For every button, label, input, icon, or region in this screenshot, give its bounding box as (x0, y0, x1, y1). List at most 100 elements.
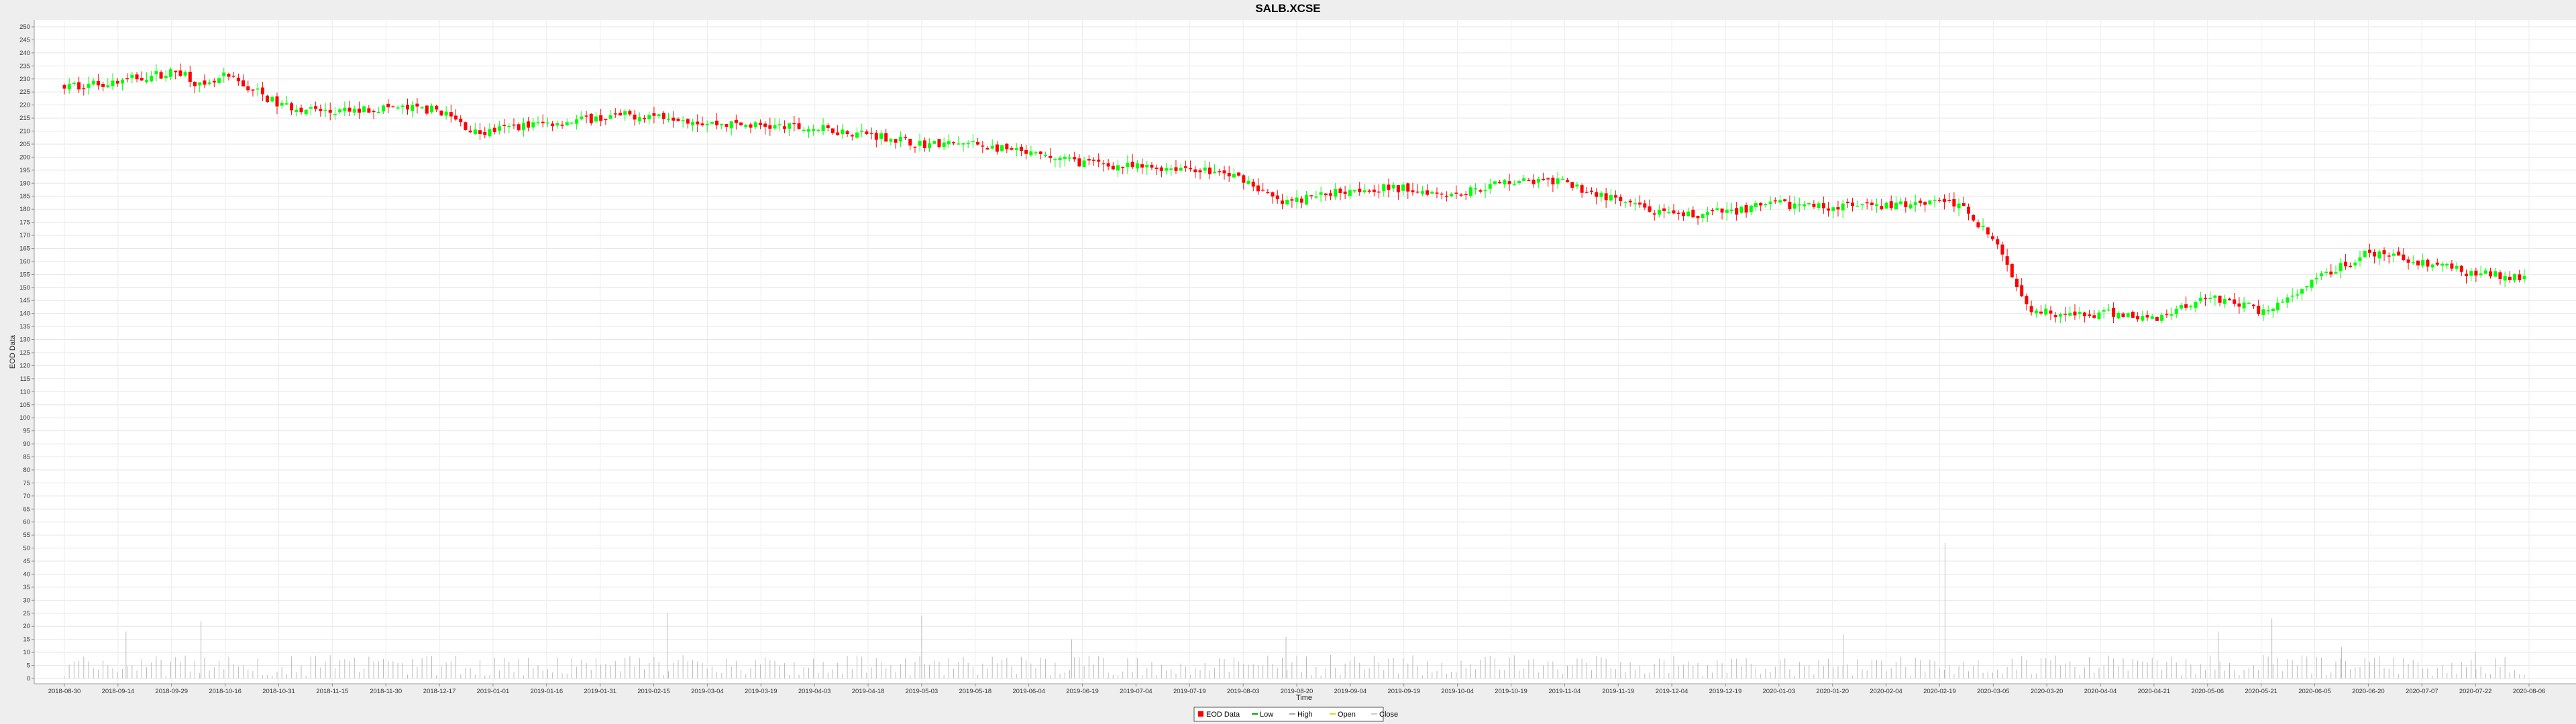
candle-body (1358, 188, 1362, 192)
candle-body (812, 129, 816, 131)
y-tick-label: 170 (19, 232, 30, 239)
candle-body (159, 72, 163, 79)
candle-series (62, 63, 2526, 324)
candle-body (1130, 162, 1134, 168)
candle-body (1609, 195, 1613, 201)
candle-body (898, 136, 902, 142)
candle-body (1266, 192, 1270, 193)
candle-body (2073, 311, 2077, 316)
candle-body (1792, 203, 1796, 209)
candle-body (1024, 149, 1028, 154)
candle-body (217, 78, 221, 83)
gridlines (34, 20, 2576, 684)
legend-label: High (1297, 711, 1313, 719)
x-tick-label: 2019-01-01 (477, 688, 510, 695)
candle-body (1870, 202, 1874, 205)
candle-body (512, 124, 516, 126)
candle-body (2208, 298, 2212, 300)
candle-body (1174, 167, 1178, 171)
candle-body (681, 120, 685, 121)
y-tick-label: 85 (23, 454, 30, 461)
x-axis: 2018-08-30 2018-09-14 2018-09-29 2018-10-16… (48, 684, 2545, 695)
candle-body (1990, 236, 1994, 239)
candle-body (1111, 166, 1115, 170)
candle-body (758, 122, 762, 125)
candle-body (763, 123, 767, 127)
candle-body (734, 119, 738, 123)
candle-body (2233, 299, 2237, 304)
legend-marker (1198, 711, 1203, 717)
candle-body (111, 80, 115, 86)
candle-body (802, 129, 806, 131)
x-tick-label: 2019-09-04 (1334, 688, 1367, 695)
candle-body (2198, 298, 2202, 302)
candle-body (1783, 199, 1787, 201)
candle-body (584, 115, 588, 117)
candle-body (1643, 203, 1647, 208)
candle-body (1082, 160, 1086, 168)
x-tick-label: 2019-12-04 (1656, 688, 1688, 695)
candle-body (1865, 202, 1869, 204)
candle-body (251, 89, 255, 91)
candle-body (1387, 184, 1391, 190)
candle-body (338, 109, 342, 113)
candle-body (1638, 202, 1642, 205)
candle-body (1155, 167, 1159, 169)
candle-body (101, 84, 105, 87)
candle-body (1633, 203, 1637, 204)
candle-body (1406, 183, 1410, 192)
candle-body (1541, 178, 1545, 180)
candle-body (2020, 285, 2024, 296)
candle-body (1377, 191, 1381, 193)
x-tick-label: 2020-04-21 (2138, 688, 2171, 695)
y-tick-label: 215 (19, 115, 30, 122)
candle-body (830, 128, 835, 133)
candle-body (2483, 270, 2487, 274)
candle-body (386, 103, 390, 108)
candle-body (1246, 180, 1250, 184)
candle-body (115, 80, 119, 84)
candle-body (589, 113, 593, 123)
candle-body (1672, 210, 1676, 214)
y-tick-label: 225 (19, 88, 30, 96)
candle-body (2373, 251, 2377, 257)
x-tick-label: 2020-07-07 (2406, 688, 2438, 695)
candle-body (459, 118, 463, 123)
candle-body (821, 125, 825, 131)
candle-body (1972, 215, 1976, 221)
x-tick-label: 2020-02-19 (1923, 688, 1956, 695)
candle-body (1701, 214, 1705, 219)
candle-body (2339, 263, 2343, 272)
x-tick-label: 2020-02-04 (1870, 688, 1902, 695)
candle-body (1503, 180, 1507, 185)
candle-body (270, 97, 274, 102)
candle-body (691, 122, 695, 125)
candle-body (580, 116, 584, 120)
y-tick-label: 45 (23, 558, 30, 565)
x-tick-label: 2019-01-16 (531, 688, 564, 695)
candle-body (1696, 216, 1700, 219)
candle-body (1183, 166, 1187, 168)
candle-body (618, 113, 622, 116)
candle-body (1966, 206, 1970, 214)
candle-body (2426, 259, 2430, 267)
candle-body (976, 141, 980, 145)
x-tick-label: 2020-06-05 (2298, 688, 2331, 695)
candle-body (1623, 202, 1627, 203)
candle-body (937, 139, 941, 147)
candle-body (705, 123, 709, 125)
candle-body (928, 143, 932, 148)
candle-body (1860, 204, 1864, 206)
candle-body (1038, 152, 1042, 154)
candle-body (2102, 310, 2106, 312)
candle-body (2141, 316, 2145, 321)
candle-body (985, 147, 989, 149)
candle-body (488, 129, 492, 137)
candle-body (1691, 209, 1695, 218)
y-tick-label: 230 (19, 76, 30, 83)
candle-body (739, 122, 743, 125)
candle-body (517, 124, 521, 131)
candle-body (604, 119, 608, 121)
candle-body (430, 105, 434, 113)
candle-body (2489, 271, 2493, 277)
